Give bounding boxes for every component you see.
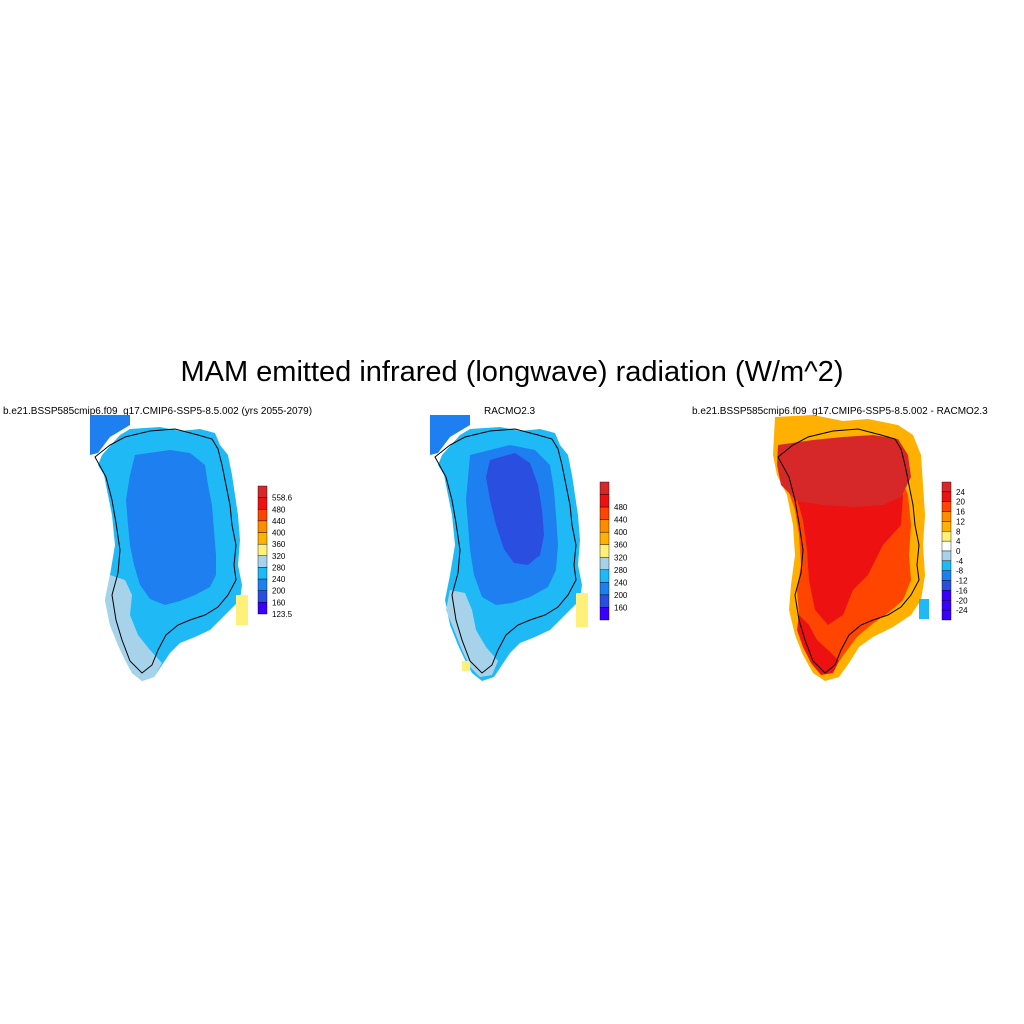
- colorbar-box: [257, 497, 268, 510]
- coastline: [434, 428, 577, 674]
- panel-1-colorbar: 558.6 480 440 400 360 320 280 240 200 160 123.5: [257, 485, 293, 619]
- panel-2-map: [430, 415, 588, 681]
- colorbar-box: [257, 509, 268, 522]
- colorbar-box: [941, 511, 952, 522]
- colorbar-box: [599, 519, 610, 533]
- colorbar-box: [941, 560, 952, 571]
- southeast-island: [919, 599, 929, 619]
- inner-region: [126, 450, 216, 605]
- greenland-field: [430, 415, 588, 681]
- colorbar-tick-label: -24: [956, 606, 968, 615]
- colorbar-box: [257, 555, 268, 568]
- colorbar-box: [257, 590, 268, 603]
- colorbar-tick-label: 24: [956, 488, 965, 497]
- colorbar-tick-label: 20: [956, 498, 965, 507]
- colorbar-box: [599, 506, 610, 520]
- colorbar-box: [941, 540, 952, 552]
- southeast-island: [236, 595, 248, 625]
- colorbar-box: [257, 578, 268, 591]
- colorbar-tick-label: 400: [614, 528, 628, 537]
- colorbar-box: [257, 602, 268, 615]
- colorbar-tick-label: 16: [956, 508, 965, 517]
- colorbar-box: [941, 609, 952, 621]
- colorbar-box: [257, 532, 268, 545]
- colorbar-box: [941, 531, 952, 542]
- colorbar-box: [941, 481, 952, 493]
- colorbar-tick-label: -12: [956, 577, 968, 586]
- colorbar-tick-label: 12: [956, 517, 965, 526]
- colorbar-tick-label: 240: [272, 575, 286, 584]
- colorbar-tick-label: 240: [614, 578, 628, 587]
- colorbar-box: [941, 491, 952, 502]
- colorbar-box: [941, 550, 952, 562]
- south-region: [797, 615, 839, 675]
- inner-region: [793, 480, 903, 625]
- colorbar-box: [257, 543, 268, 557]
- colorbar-box: [599, 557, 610, 571]
- colorbar-tick-label: 440: [614, 516, 628, 525]
- colorbar-box: [941, 580, 952, 591]
- colorbar-box: [941, 521, 952, 532]
- coastline: [94, 428, 237, 674]
- colorbar-box: [599, 531, 610, 545]
- south-region: [105, 575, 162, 681]
- colorbar-tick-label: 280: [614, 566, 628, 575]
- colorbar-tick-label: 480: [614, 503, 628, 512]
- colorbar-tick-label: -8: [956, 567, 964, 576]
- colorbar-tick-label: 400: [272, 529, 286, 538]
- colorbar-box: [257, 520, 268, 533]
- colorbar-tick-label: 320: [614, 553, 628, 562]
- panel-1-title: b.e21.BSSP585cmip6.f09_g17.CMIP6-SSP5-8.…: [3, 406, 313, 417]
- greenland-field: [773, 415, 929, 681]
- colorbar-box: [941, 501, 952, 512]
- panel-2-title: RACMO2.3: [484, 406, 536, 417]
- panel-3-map: [773, 415, 929, 681]
- colorbar-tick-label: 8: [956, 527, 961, 536]
- panel-2-colorbar: 480 440 400 360 320 280 240 200 160: [599, 481, 628, 621]
- colorbar-tick-label: 360: [614, 541, 628, 550]
- colorbar-box: [599, 594, 610, 608]
- northwest-region: [90, 415, 130, 455]
- colorbar-tick-label: -20: [956, 596, 968, 605]
- colorbar-tick-label: 160: [272, 598, 286, 607]
- southeast-island: [576, 593, 588, 627]
- panel-1-map: [90, 415, 248, 681]
- colorbar-box: [257, 567, 268, 580]
- colorbar-box: [941, 590, 952, 601]
- south-region: [446, 590, 498, 677]
- colorbar-box: [599, 582, 610, 596]
- colorbar-box: [599, 494, 610, 508]
- colorbar-tick-label: -4: [956, 557, 964, 566]
- southwest-spot: [462, 661, 470, 671]
- core-region: [486, 453, 544, 565]
- coastline: [777, 428, 920, 674]
- colorbar-tick-label: 320: [272, 552, 286, 561]
- colorbar-box: [599, 569, 610, 583]
- colorbar-tick-label: 280: [272, 563, 286, 572]
- colorbar-box: [941, 570, 952, 581]
- colorbar-box: [599, 544, 610, 558]
- colorbar-tick-label: 480: [272, 505, 286, 514]
- colorbar-box: [599, 481, 610, 495]
- colorbar-tick-label: 558.6: [272, 494, 293, 503]
- northwest-region: [430, 415, 470, 455]
- colorbar-tick-label: 360: [272, 540, 286, 549]
- greenland-field: [90, 415, 248, 681]
- colorbar-tick-label: 0: [956, 547, 961, 556]
- north-region: [777, 435, 911, 507]
- colorbar-tick-label: 440: [272, 517, 286, 526]
- colorbar-tick-label: 200: [272, 587, 286, 596]
- colorbar-box: [257, 485, 268, 498]
- colorbar-tick-label: 200: [614, 591, 628, 600]
- colorbar-tick-label: 160: [614, 603, 628, 612]
- panel-3-title: b.e21.BSSP585cmip6.f09_g17.CMIP6-SSP5-8.…: [692, 406, 988, 417]
- colorbar-box: [941, 600, 952, 611]
- colorbar-tick-label: 123.5: [272, 610, 293, 619]
- colorbar-tick-label: 4: [956, 537, 961, 546]
- figure-title: MAM emitted infrared (longwave) radiatio…: [180, 356, 844, 388]
- colorbar-box: [599, 607, 610, 621]
- colorbar-tick-label: -16: [956, 586, 968, 595]
